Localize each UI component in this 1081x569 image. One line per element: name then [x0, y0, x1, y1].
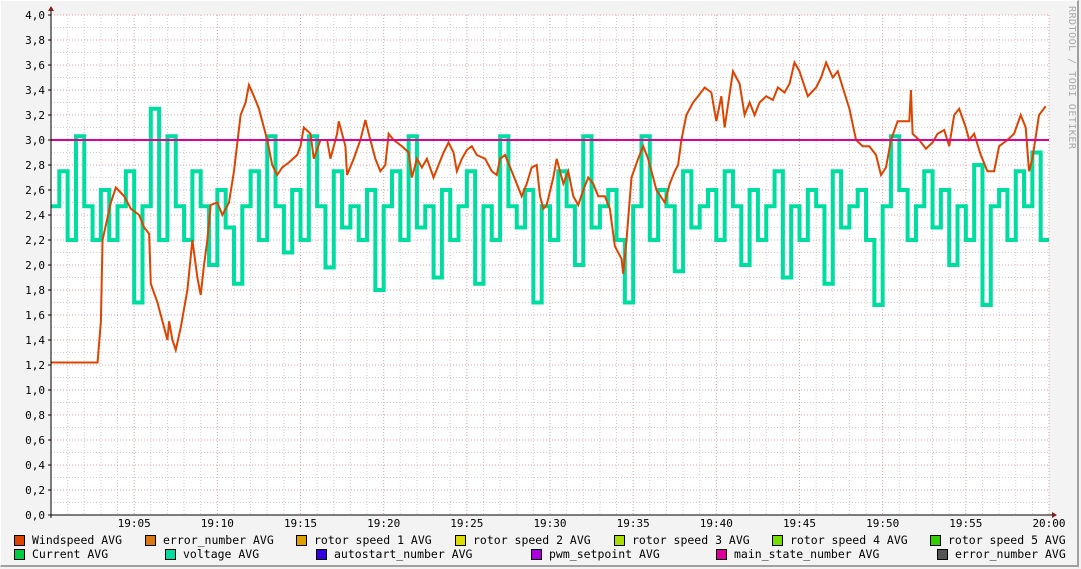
legend-label: rotor speed 4 AVG [790, 533, 908, 547]
legend-swatch [14, 534, 25, 546]
y-tick-label: 1,6 [25, 309, 45, 322]
x-tick-label: 19:15 [284, 517, 317, 530]
legend-item: error_number AVG [145, 533, 274, 547]
legend-label: rotor speed 5 AVG [948, 533, 1066, 547]
legend-swatch [455, 534, 466, 546]
x-tick-label: 19:30 [533, 517, 566, 530]
legend-item: rotor speed 4 AVG [772, 533, 908, 547]
legend-label: error_number AVG [955, 547, 1066, 561]
legend-label: main_state_number AVG [734, 547, 880, 561]
y-tick-label: 3,0 [25, 134, 45, 147]
legend-swatch [937, 548, 948, 560]
y-tick-label: 3,6 [25, 59, 45, 72]
y-tick-label: 2,6 [25, 184, 45, 197]
y-tick-label: 1,4 [25, 334, 45, 347]
legend-label: Windspeed AVG [32, 533, 123, 547]
y-tick-label: 0,4 [25, 459, 45, 472]
y-tick-label: 1,8 [25, 284, 45, 297]
legend-swatch [145, 534, 156, 546]
x-tick-label: 19:20 [367, 517, 400, 530]
legend-label: Current AVG [32, 547, 109, 561]
legend-label: rotor speed 2 AVG [473, 533, 591, 547]
series-windspeed-avgline [51, 59, 1047, 364]
y-tick-label: 3,8 [25, 34, 45, 47]
legend-label: error_number AVG [163, 533, 274, 547]
legend-swatch [772, 534, 783, 546]
legend-item: rotor speed 3 AVG [614, 533, 750, 547]
legend-item: main_state_number AVG [716, 547, 879, 561]
legend-item: voltage AVG [165, 547, 259, 561]
y-tick-label: 2,2 [25, 234, 45, 247]
x-tick-label: 19:45 [783, 517, 816, 530]
x-tick-label: 19:50 [866, 517, 899, 530]
legend-item: Current AVG [14, 547, 108, 561]
legend-item: rotor speed 1 AVG [296, 533, 432, 547]
watermark: RRDTOOL / TOBI OETIKER [1066, 6, 1077, 150]
y-tick-label: 0,2 [25, 484, 45, 497]
legend-item: Windspeed AVG [14, 533, 122, 547]
y-tick-label: 2,4 [25, 209, 45, 222]
y-tick-label: 1,0 [25, 384, 45, 397]
legend-swatch [296, 534, 307, 546]
legend-swatch [165, 548, 176, 560]
y-tick-label: 3,2 [25, 109, 45, 122]
y-tick-label: 4,0 [25, 9, 45, 22]
legend-swatch [930, 534, 941, 546]
x-tick-label: 19:40 [700, 517, 733, 530]
legend-label: pwm_setpoint AVG [549, 547, 660, 561]
legend-item: autostart_number AVG [316, 547, 472, 561]
legend-label: autostart_number AVG [334, 547, 473, 561]
legend-item: rotor speed 5 AVG [930, 533, 1066, 547]
legend-swatch [614, 534, 625, 546]
x-tick-label: 19:10 [201, 517, 234, 530]
y-tick-label: 0,6 [25, 434, 45, 447]
y-axis-arrow [48, 6, 54, 11]
legend-item: pwm_setpoint AVG [531, 547, 660, 561]
legend-label: rotor speed 1 AVG [314, 533, 432, 547]
legend-swatch [14, 548, 25, 560]
x-tick-label: 19:55 [949, 517, 982, 530]
legend-item: rotor speed 2 AVG [455, 533, 591, 547]
x-tick-label: 19:35 [617, 517, 650, 530]
y-tick-label: 0,0 [25, 509, 45, 522]
y-tick-label: 3,4 [25, 84, 45, 97]
y-tick-label: 0,8 [25, 409, 45, 422]
x-tick-label: 19:05 [118, 517, 151, 530]
y-tick-label: 1,2 [25, 359, 45, 372]
x-axis-arrow [1052, 512, 1057, 518]
x-tick-label: 20:00 [1032, 517, 1065, 530]
legend-swatch [716, 548, 727, 560]
legend-label: voltage AVG [183, 547, 260, 561]
legend-item: error_number AVG [937, 547, 1066, 561]
x-tick-label: 19:25 [450, 517, 483, 530]
legend-swatch [531, 548, 542, 560]
legend-swatch [316, 548, 327, 560]
y-tick-label: 2,8 [25, 159, 45, 172]
legend-label: rotor speed 3 AVG [632, 533, 750, 547]
y-tick-label: 2,0 [25, 259, 45, 272]
